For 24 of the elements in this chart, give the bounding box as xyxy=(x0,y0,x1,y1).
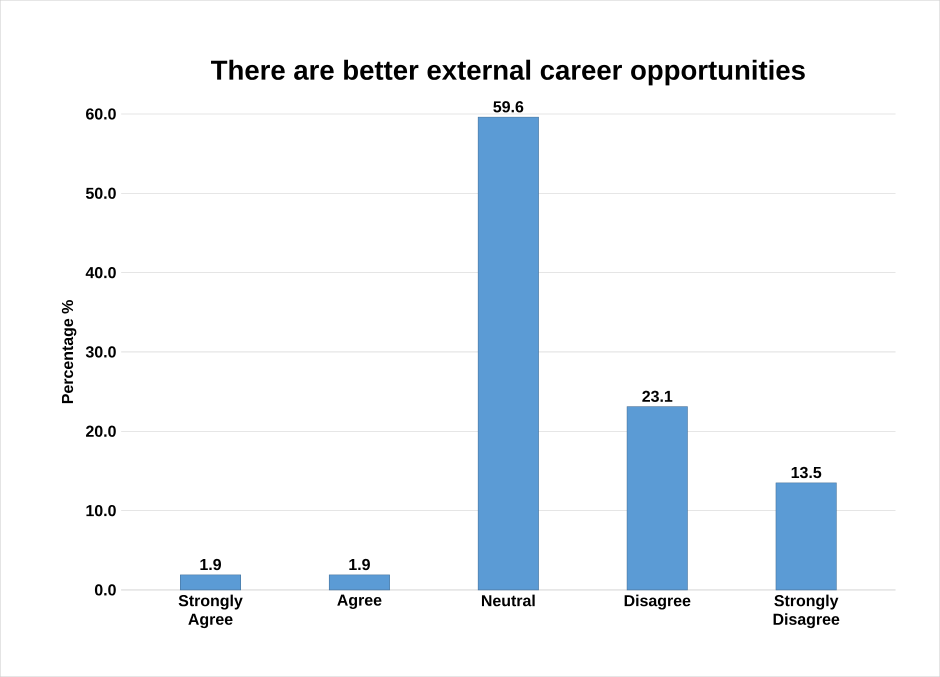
y-tick-label: 30.0 xyxy=(86,346,116,358)
y-tick-label: 0.0 xyxy=(94,584,116,596)
y-tick-label: 60.0 xyxy=(86,108,116,120)
x-tick-label: Neutral xyxy=(482,594,535,606)
x-tick-label: Strongly Disagree xyxy=(774,594,840,628)
data-label: 1.9 xyxy=(349,558,370,570)
x-tick-label: Disagree xyxy=(624,594,690,610)
bar xyxy=(180,574,241,590)
chart-title: There are better external career opportunities xyxy=(211,60,805,86)
y-tick-label: 20.0 xyxy=(86,426,116,437)
bar xyxy=(626,406,688,590)
bar xyxy=(776,482,837,590)
y-tick-label: 10.0 xyxy=(86,504,116,516)
data-label: 59.6 xyxy=(493,101,524,112)
bar xyxy=(478,116,539,590)
bar xyxy=(328,574,390,590)
y-tick-label: 50.0 xyxy=(86,188,116,199)
x-tick-label: Strongly Agree xyxy=(178,594,243,628)
y-axis-title: Percentage % xyxy=(62,300,76,404)
data-label: 1.9 xyxy=(200,558,221,570)
x-tick-label: Agree xyxy=(337,594,382,609)
y-tick-label: 40.0 xyxy=(86,266,116,278)
data-label: 13.5 xyxy=(792,466,822,478)
data-label: 23.1 xyxy=(642,390,672,402)
